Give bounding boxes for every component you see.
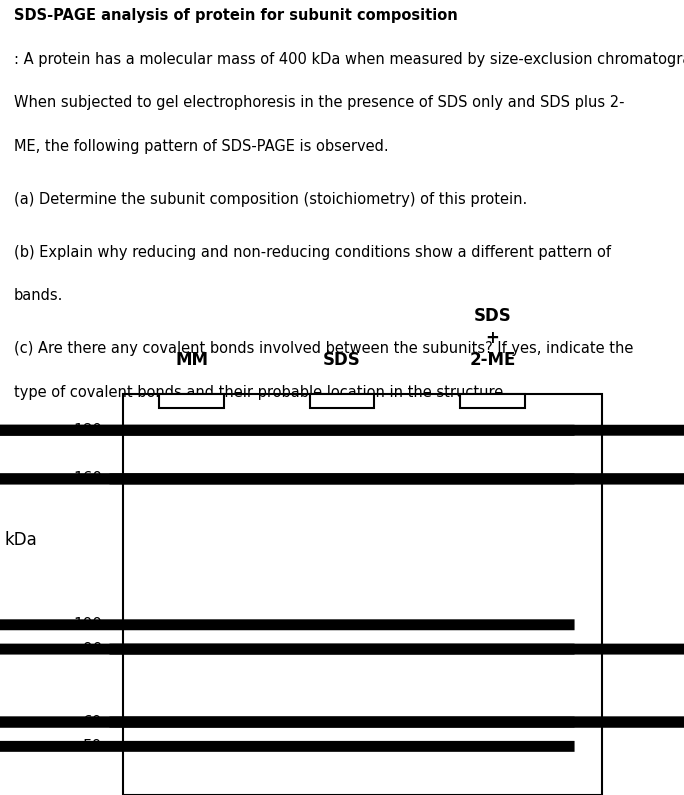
Bar [159, 394, 224, 409]
Text: 60: 60 [83, 715, 103, 730]
Text: 180: 180 [74, 423, 103, 438]
FancyBboxPatch shape [0, 619, 575, 630]
Text: (a) Determine the subunit composition (stoichiometry) of this protein.: (a) Determine the subunit composition (s… [14, 192, 527, 207]
FancyBboxPatch shape [109, 473, 684, 484]
Text: type of covalent bonds and their probable location in the structure.: type of covalent bonds and their probabl… [14, 385, 508, 400]
FancyBboxPatch shape [0, 425, 575, 436]
Bar [460, 394, 525, 409]
FancyBboxPatch shape [0, 425, 684, 436]
Text: bands.: bands. [14, 289, 63, 304]
Text: 100: 100 [74, 617, 103, 632]
FancyBboxPatch shape [0, 473, 684, 484]
FancyBboxPatch shape [0, 644, 575, 654]
Text: (c) Are there any covalent bonds involved between the subunits? If yes, indicate: (c) Are there any covalent bonds involve… [14, 341, 633, 356]
Text: When subjected to gel electrophoresis in the presence of SDS only and SDS plus 2: When subjected to gel electrophoresis in… [14, 95, 624, 111]
Text: SDS: SDS [323, 351, 361, 370]
FancyBboxPatch shape [109, 716, 684, 727]
Text: SDS-PAGE analysis of protein for subunit composition: SDS-PAGE analysis of protein for subunit… [14, 8, 458, 22]
Text: SDS
+
2-ME: SDS + 2-ME [469, 307, 516, 370]
Text: kDa: kDa [4, 531, 37, 549]
Text: 90: 90 [83, 642, 103, 657]
FancyBboxPatch shape [0, 473, 575, 484]
Text: 50: 50 [83, 739, 103, 754]
Text: ME, the following pattern of SDS-PAGE is observed.: ME, the following pattern of SDS-PAGE is… [14, 139, 389, 154]
Text: : A protein has a molecular mass of 400 kDa when measured by size-exclusion chro: : A protein has a molecular mass of 400 … [14, 52, 684, 67]
FancyBboxPatch shape [0, 741, 575, 752]
Text: (b) Explain why reducing and non-reducing conditions show a different pattern of: (b) Explain why reducing and non-reducin… [14, 245, 611, 260]
Bar [309, 394, 374, 409]
FancyBboxPatch shape [0, 716, 684, 727]
Text: MM: MM [175, 351, 208, 370]
Bar [123, 394, 602, 795]
FancyBboxPatch shape [109, 644, 684, 654]
Text: 160: 160 [74, 471, 103, 487]
FancyBboxPatch shape [0, 716, 575, 727]
